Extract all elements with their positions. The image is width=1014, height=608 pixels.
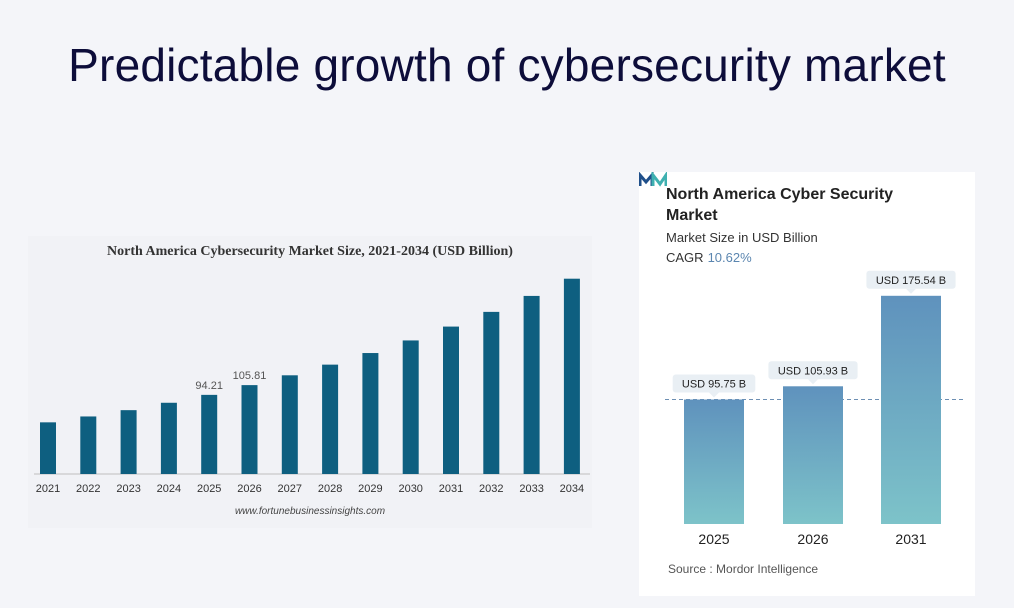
x-tick-2026: 2026: [797, 531, 828, 547]
bar-2025: [201, 394, 218, 474]
cagr-label: CAGR: [666, 250, 704, 265]
fortune-chart-panel: North America Cybersecurity Market Size,…: [28, 236, 592, 528]
bar-2033: [523, 295, 540, 474]
x-tick-2030: 2030: [398, 483, 422, 495]
bar-2024: [160, 402, 177, 474]
source-name: Mordor Intelligence: [716, 562, 819, 576]
data-label-2026: 105.81: [233, 370, 267, 382]
x-tick-2032: 2032: [479, 483, 503, 495]
mordor-chart-subtitle: Market Size in USD Billion: [666, 230, 818, 245]
bar-2023: [120, 410, 137, 474]
fortune-chart-title: North America Cybersecurity Market Size,…: [107, 244, 513, 259]
fortune-bar-chart: 2021 2022 2023 2024 2025 94.21 2026 105.81 2027 2…: [34, 278, 590, 495]
x-tick-2033: 2033: [519, 483, 543, 495]
mordor-logo-icon: [639, 172, 667, 187]
bar-2022: [80, 416, 97, 474]
bar-2029: [362, 353, 379, 474]
bar-2034: [563, 278, 580, 474]
data-label-2025: USD 95.75 B: [682, 379, 746, 391]
x-tick-2025: 2025: [698, 531, 729, 547]
x-tick-2026: 2026: [237, 483, 261, 495]
mordor-source: Source : Mordor Intelligence: [668, 562, 818, 576]
bar-2028: [322, 364, 339, 474]
x-tick-2028: 2028: [318, 483, 342, 495]
data-label-2026: USD 105.93 B: [778, 365, 848, 377]
bar-2030: [402, 340, 419, 474]
fortune-source: www.fortunebusinessinsights.com: [234, 506, 386, 517]
x-tick-2021: 2021: [36, 483, 60, 495]
x-tick-2031: 2031: [439, 483, 463, 495]
x-tick-2024: 2024: [157, 483, 181, 495]
x-tick-2029: 2029: [358, 483, 382, 495]
x-tick-2031: 2031: [895, 531, 926, 547]
bar-2027: [281, 375, 298, 474]
mordor-chart-title: North America Cyber Security Market: [666, 186, 894, 224]
cagr-value: 10.62%: [707, 250, 752, 265]
x-tick-2027: 2027: [278, 483, 302, 495]
source-label: Source :: [668, 562, 713, 576]
data-label-box-2025: [672, 374, 756, 393]
x-tick-2034: 2034: [560, 483, 584, 495]
data-label-2025: 94.21: [195, 380, 223, 392]
data-label-pointer-2025: [709, 392, 719, 398]
mordor-chart-panel: North America Cyber Security Market Mark…: [639, 172, 975, 596]
bar-2025: [684, 399, 744, 524]
x-tick-2022: 2022: [76, 483, 100, 495]
data-label-box-2031: [866, 270, 956, 289]
data-label-pointer-2031: [906, 288, 916, 294]
mordor-bar-chart: USD 95.75 B 2025 USD 105.93 B 2026 USD 175.5…: [665, 270, 965, 547]
mordor-cagr: CAGR 10.62%: [666, 250, 752, 265]
data-label-2031: USD 175.54 B: [876, 275, 946, 287]
x-tick-2023: 2023: [116, 483, 140, 495]
bar-2032: [483, 311, 500, 474]
data-label-box-2026: [768, 361, 858, 380]
data-label-pointer-2026: [808, 379, 818, 385]
bar-2031: [881, 295, 941, 524]
x-tick-2025: 2025: [197, 483, 221, 495]
bar-2021: [40, 422, 56, 474]
bar-2026: [783, 386, 843, 524]
bar-2026: [241, 385, 258, 474]
slide-title: Predictable growth of cybersecurity mark…: [68, 39, 946, 91]
bar-2031: [443, 326, 459, 474]
